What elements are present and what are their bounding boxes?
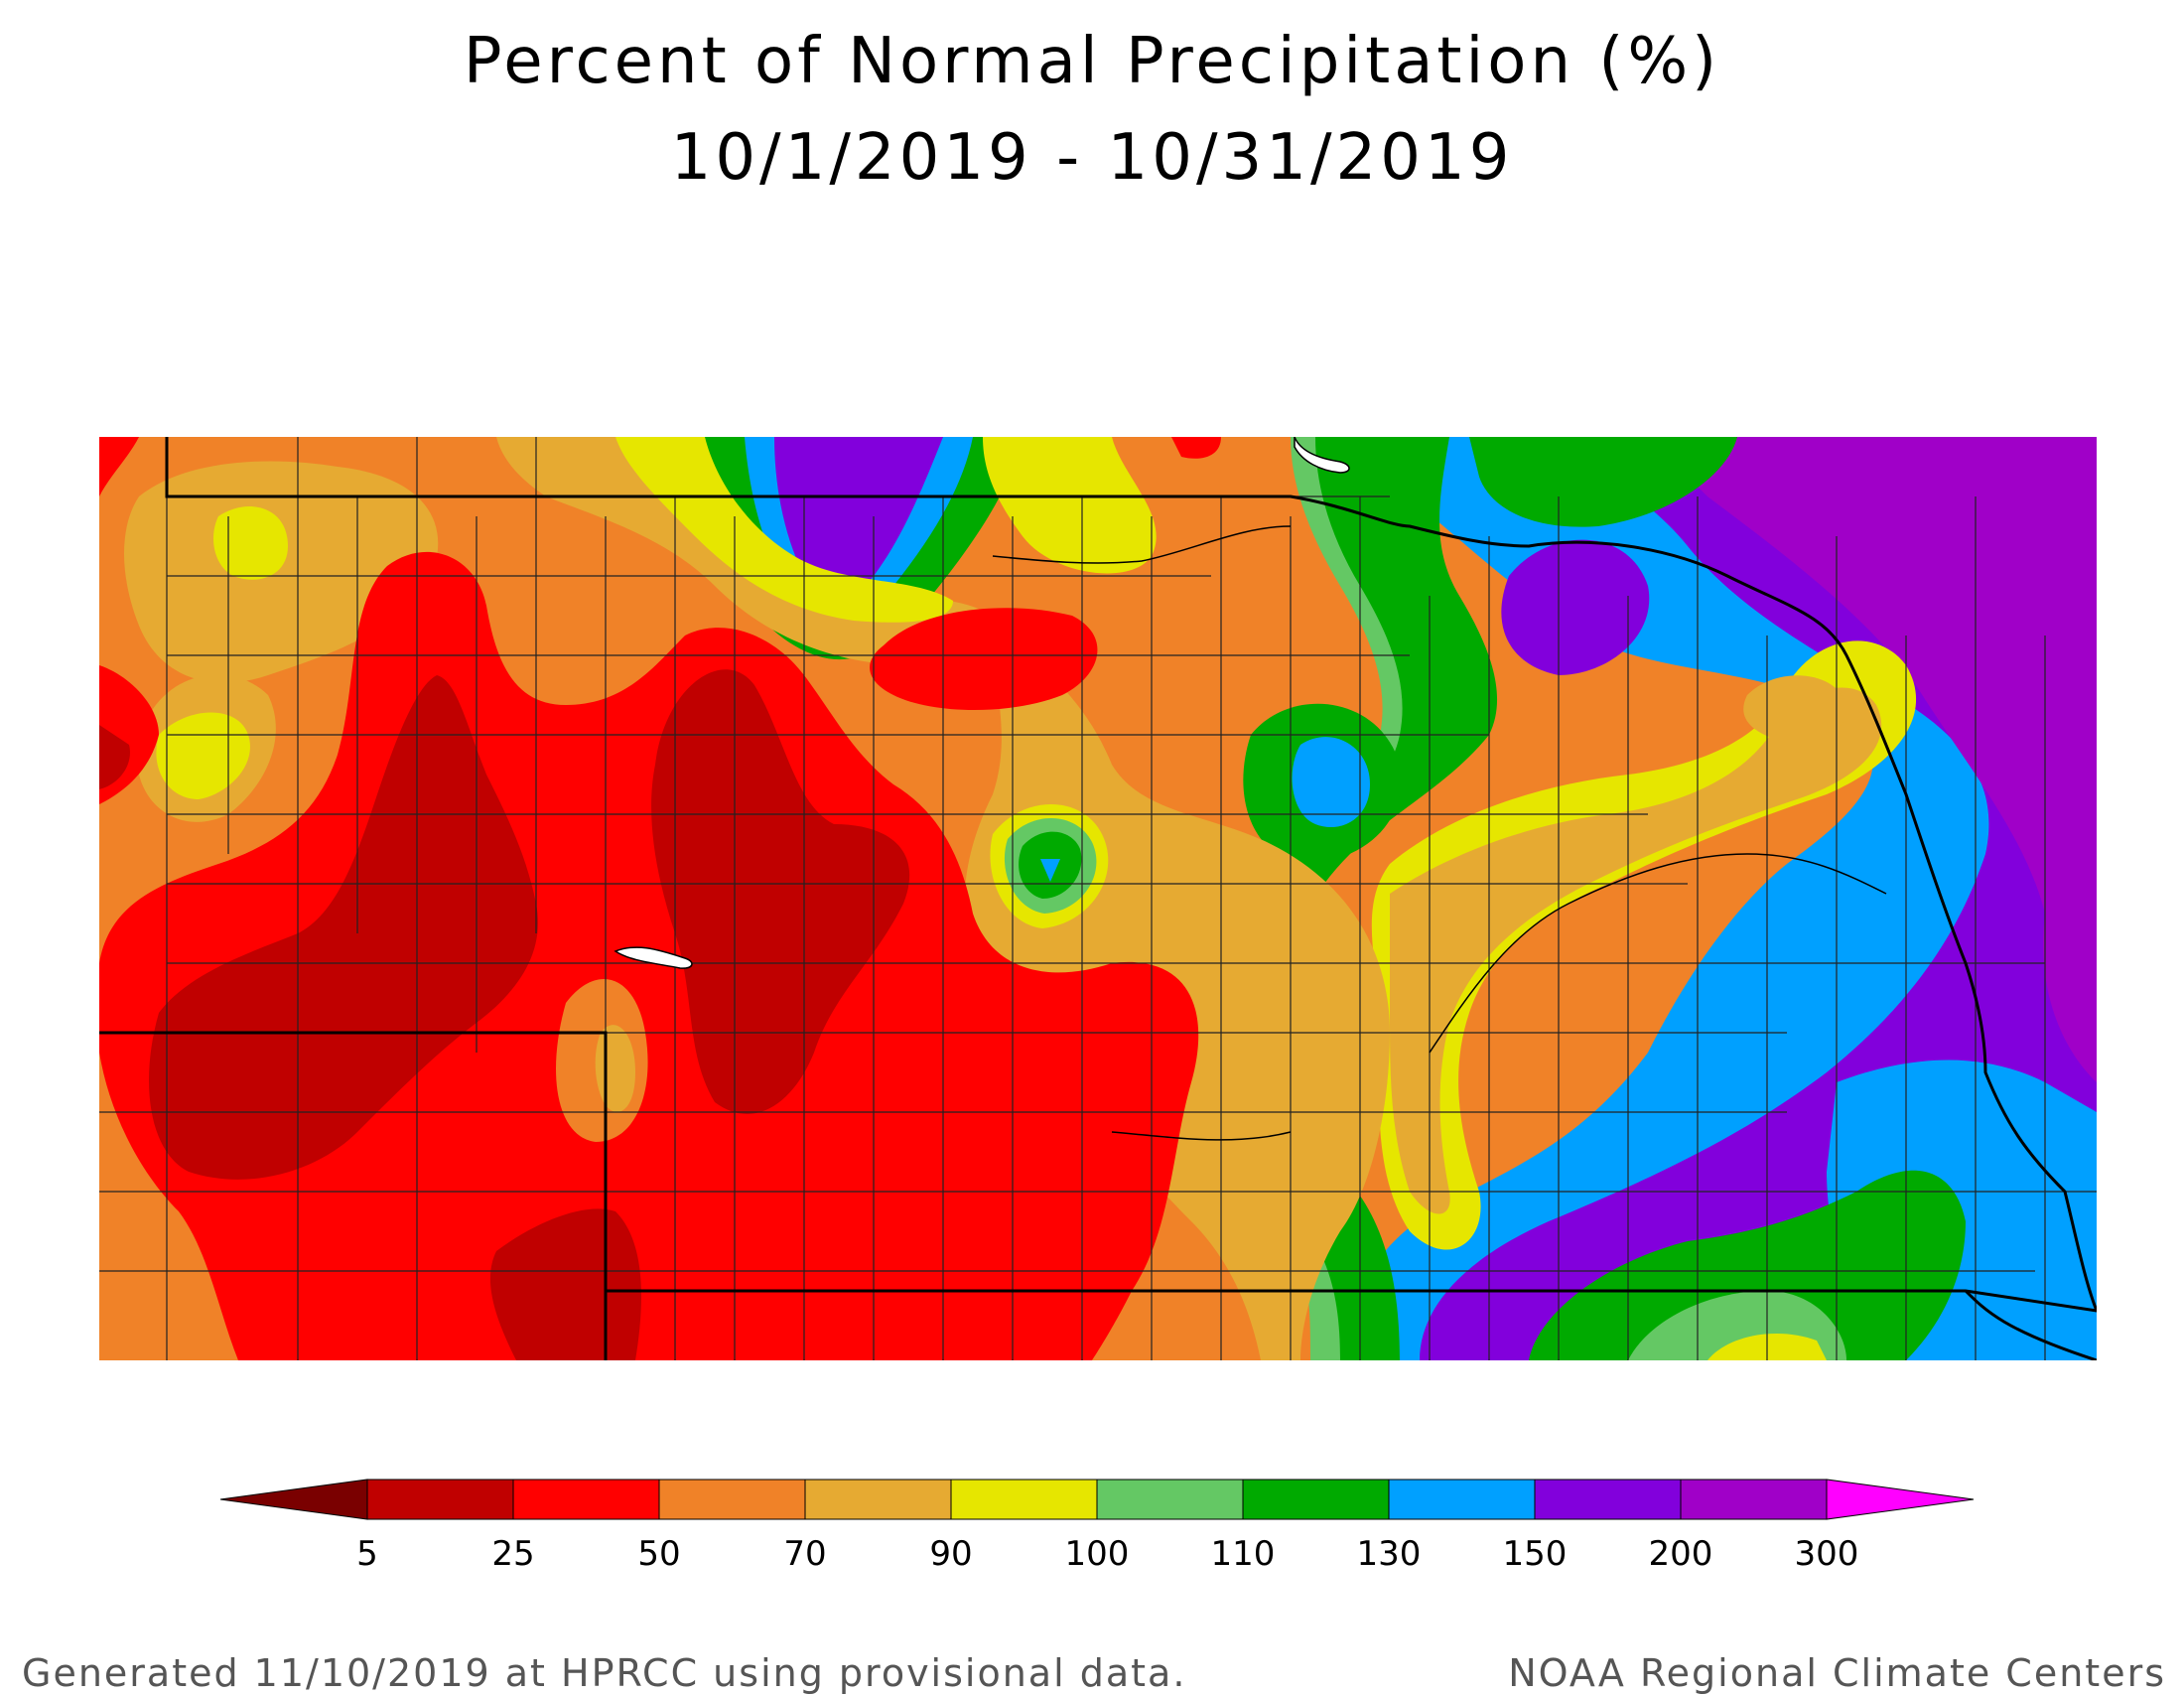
legend-color-bar: [219, 1479, 1975, 1520]
lewis-and-clark-lake: [1294, 437, 1350, 474]
contour-5-25-west-south: [489, 1208, 641, 1360]
contour-5-25-west: [149, 675, 538, 1180]
platte-river: [1429, 853, 1887, 1054]
republican-river: [1111, 1131, 1292, 1141]
legend-bin: [1534, 1479, 1682, 1520]
legend-bin: [1388, 1479, 1536, 1520]
contour-200-300-east: [1648, 437, 2097, 1082]
legend-tick-label: 130: [1357, 1534, 1422, 1574]
legend-tick-labels: 5 25 50 70 90 100 110 130 150 200 300: [356, 1534, 1858, 1574]
contour-110-130-northeast: [1469, 437, 1737, 527]
nebraska-border: [99, 437, 2097, 1313]
contour-110-130-southeast: [1529, 1170, 1966, 1360]
legend-tick-label: 90: [929, 1534, 972, 1574]
legend-tick-label: 5: [356, 1534, 378, 1574]
lake-mcconaughy: [614, 946, 693, 969]
contour-25-50-north-spot: [870, 608, 1098, 710]
legend-bin: [512, 1479, 660, 1520]
legend-tick-label: 300: [1795, 1534, 1859, 1574]
contour-70-90-eastcentral: [1390, 687, 1882, 1214]
contour-70-90-east-spot: [1743, 675, 1847, 744]
contour-90-100-west: [156, 712, 250, 799]
legend-bin: [804, 1479, 952, 1520]
contour-5-25-west-edge: [99, 725, 130, 789]
legend-bin: [950, 1479, 1098, 1520]
contour-25-50-north-corner: [1171, 437, 1221, 459]
contour-130-150-ring-centre: [1040, 859, 1060, 882]
contour-130-150-ring: [1292, 737, 1370, 828]
legend-tick-label: 50: [637, 1534, 680, 1574]
legend-tick-label: 70: [783, 1534, 826, 1574]
legend-bin: [1680, 1479, 1828, 1520]
legend-tick-label: 100: [1065, 1534, 1130, 1574]
contour-90-100-north: [615, 437, 953, 623]
contour-150-200-north: [774, 437, 943, 595]
legend-tick-label: 200: [1649, 1534, 1713, 1574]
legend-bin-below-min: [219, 1479, 368, 1520]
legend-bin: [1242, 1479, 1390, 1520]
date-range-subtitle: 10/1/2019 - 10/31/2019: [670, 121, 1514, 195]
legend-bin-above-max: [1826, 1479, 1975, 1520]
contour-150-200-blob: [1501, 539, 1650, 675]
legend-tick-label: 150: [1503, 1534, 1568, 1574]
legend-tick-label: 110: [1211, 1534, 1276, 1574]
source-credit: NOAA Regional Climate Centers: [1508, 1651, 2166, 1695]
legend-bin: [658, 1479, 806, 1520]
generated-note: Generated 11/10/2019 at HPRCC using prov…: [22, 1651, 1187, 1695]
niobrara-river: [992, 525, 1292, 564]
legend-bin: [1096, 1479, 1244, 1520]
legend-tick-label: 25: [491, 1534, 534, 1574]
contour-90-100-northwest: [213, 506, 288, 580]
map-title: Percent of Normal Precipitation (%): [463, 25, 1721, 98]
state-boundaries: [99, 437, 2097, 1360]
county-boundaries: [99, 437, 2097, 1360]
kansas-border: [1964, 1289, 2097, 1360]
contour-layers: [99, 437, 2097, 1360]
contour-5-25-central: [651, 669, 910, 1114]
contour-25-50-northwest-corner: [99, 437, 139, 496]
legend-bin: [366, 1479, 514, 1520]
water-bodies: [614, 437, 1887, 1141]
contour-90-100-northcentral: [983, 437, 1157, 574]
color-legend: 5 25 50 70 90 100 110 130 150 200 300: [219, 1479, 1975, 1574]
precipitation-map: [99, 437, 2097, 1360]
